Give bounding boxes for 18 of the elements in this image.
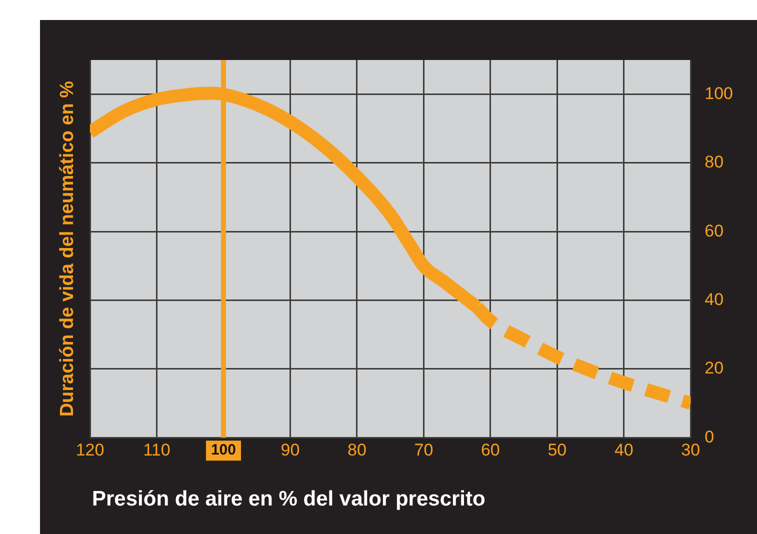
x-tick-label: 80 (347, 440, 366, 460)
x-tick-label: 60 (480, 440, 500, 460)
y-tick-label: 100 (704, 84, 734, 104)
ref-line-label: 100 (210, 442, 236, 459)
x-tick-label: 30 (681, 440, 700, 460)
y-axis-title: Duración de vida del neumático en % (57, 80, 78, 417)
y-tick-label: 0 (704, 427, 714, 446)
x-tick-label: 110 (143, 440, 170, 460)
x-tick-label: 70 (414, 440, 434, 460)
x-tick-label: 50 (548, 440, 567, 460)
x-tick-label: 90 (280, 440, 300, 460)
x-axis-title: Presión de aire en % del valor prescrito (92, 487, 486, 510)
y-tick-label: 20 (704, 358, 724, 378)
y-tick-label: 60 (704, 221, 724, 240)
x-tick-label: 120 (76, 440, 104, 460)
y-tick-label: 80 (704, 152, 724, 172)
x-tick-label: 40 (614, 440, 634, 460)
y-tick-label: 40 (704, 290, 724, 309)
